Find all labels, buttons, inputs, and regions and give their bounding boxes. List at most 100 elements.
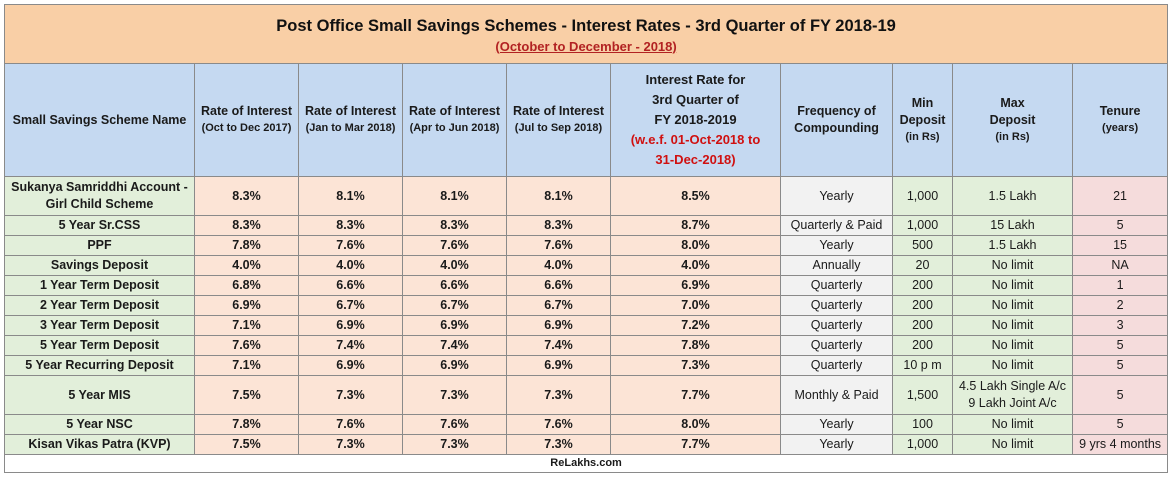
scheme-name-cell: 5 Year Recurring Deposit [4,355,195,376]
frequency-cell: Quarterly [780,295,893,316]
rate-apr-jun-2018-cell: 8.3% [402,215,507,236]
tenure-cell: NA [1071,255,1169,276]
table-row: 1 Year Term Deposit 6.8% 6.6% 6.6% 6.6% 6.9% Q… [4,275,1169,296]
rate-jan-mar-2018-cell: 4.0% [298,255,403,276]
rate-jul-sep-2018-cell: 4.0% [506,255,611,276]
header-rate-jul-sep-2018: Rate of Interest (Jul to Sep 2018) [506,63,611,177]
rate-jul-sep-2018-cell: 7.3% [506,375,611,415]
table-title: Post Office Small Savings Schemes - Inte… [276,16,896,35]
rate-jan-mar-2018-cell: 8.1% [298,176,403,216]
frequency-cell: Yearly [780,176,893,216]
min-deposit-cell: 500 [892,235,953,256]
rate-jul-sep-2018-cell: 7.3% [506,434,611,455]
scheme-name-cell: 1 Year Term Deposit [4,275,195,296]
current-rate-cell: 8.5% [610,176,781,216]
rate-jul-sep-2018-cell: 6.6% [506,275,611,296]
rate-apr-jun-2018-cell: 7.6% [402,414,507,435]
max-deposit-cell: 1.5 Lakh [952,176,1073,216]
rate-jan-mar-2018-cell: 7.3% [298,434,403,455]
rate-jul-sep-2018-cell: 8.3% [506,215,611,236]
frequency-cell: Quarterly & Paid [780,215,893,236]
max-deposit-cell: No limit [952,434,1073,455]
current-rate-cell: 4.0% [610,255,781,276]
scheme-name-cell: 3 Year Term Deposit [4,315,195,336]
frequency-cell: Monthly & Paid [780,375,893,415]
rate-oct-dec-2017-cell: 6.8% [194,275,299,296]
scheme-name-cell: PPF [4,235,195,256]
rate-jan-mar-2018-cell: 7.4% [298,335,403,356]
rate-oct-dec-2017-cell: 7.8% [194,414,299,435]
rate-apr-jun-2018-cell: 6.7% [402,295,507,316]
current-rate-cell: 7.7% [610,434,781,455]
table-row: 5 Year NSC 7.8% 7.6% 7.6% 7.6% 8.0% Yearly 100 N… [4,414,1169,435]
rate-apr-jun-2018-cell: 6.9% [402,355,507,376]
scheme-name-cell: Sukanya Samriddhi Account - Girl Child Sc… [4,176,195,216]
rate-jan-mar-2018-cell: 6.9% [298,315,403,336]
rate-jan-mar-2018-cell: 7.6% [298,235,403,256]
max-deposit-cell: No limit [952,295,1073,316]
rate-jan-mar-2018-cell: 8.3% [298,215,403,236]
frequency-cell: Yearly [780,235,893,256]
tenure-cell: 21 [1071,176,1169,216]
rate-oct-dec-2017-cell: 7.5% [194,434,299,455]
current-rate-cell: 7.8% [610,335,781,356]
rate-apr-jun-2018-cell: 6.6% [402,275,507,296]
table-subtitle: (October to December - 2018) [495,38,677,54]
header-min-deposit: Min Deposit (in Rs) [892,63,953,177]
tenure-cell: 5 [1071,355,1169,376]
table-row: PPF 7.8% 7.6% 7.6% 7.6% 8.0% Yearly 500 1.5 Lakh… [4,235,1169,256]
rate-jul-sep-2018-cell: 7.4% [506,335,611,356]
table-row: Sukanya Samriddhi Account - Girl Child Sc… [4,176,1169,216]
rate-oct-dec-2017-cell: 4.0% [194,255,299,276]
table-row: 3 Year Term Deposit 7.1% 6.9% 6.9% 6.9% 7.2% Q… [4,315,1169,336]
min-deposit-cell: 10 p m [892,355,953,376]
rate-jul-sep-2018-cell: 7.6% [506,235,611,256]
min-deposit-cell: 1,500 [892,375,953,415]
current-rate-cell: 7.0% [610,295,781,316]
header-rate-apr-jun-2018: Rate of Interest (Apr to Jun 2018) [402,63,507,177]
footer-source: ReLakhs.com [3,454,1169,473]
max-deposit-cell: No limit [952,335,1073,356]
frequency-cell: Quarterly [780,275,893,296]
rates-table-container: Post Office Small Savings Schemes - Inte… [3,4,1169,473]
min-deposit-cell: 200 [892,275,953,296]
frequency-cell: Quarterly [780,355,893,376]
max-deposit-cell: 1.5 Lakh [952,235,1073,256]
current-rate-cell: 7.7% [610,375,781,415]
table-title-cell: Post Office Small Savings Schemes - Inte… [3,4,1169,64]
table-row: 5 Year MIS 7.5% 7.3% 7.3% 7.3% 7.7% Monthly & … [4,375,1169,415]
rate-jan-mar-2018-cell: 6.6% [298,275,403,296]
tenure-cell: 5 [1071,335,1169,356]
table-body: Sukanya Samriddhi Account - Girl Child Sc… [4,176,1169,455]
rate-jan-mar-2018-cell: 6.7% [298,295,403,316]
table-row: 5 Year Sr.CSS 8.3% 8.3% 8.3% 8.3% 8.7% Quarter… [4,215,1169,236]
min-deposit-cell: 1,000 [892,215,953,236]
rate-apr-jun-2018-cell: 8.1% [402,176,507,216]
table-row: 2 Year Term Deposit 6.9% 6.7% 6.7% 6.7% 7.0% Q… [4,295,1169,316]
header-frequency: Frequency of Compounding [780,63,893,177]
max-deposit-cell: No limit [952,414,1073,435]
current-rate-cell: 7.3% [610,355,781,376]
min-deposit-cell: 200 [892,295,953,316]
rate-jul-sep-2018-cell: 6.9% [506,355,611,376]
rate-jul-sep-2018-cell: 6.7% [506,295,611,316]
rate-jan-mar-2018-cell: 7.6% [298,414,403,435]
max-deposit-cell: No limit [952,315,1073,336]
rate-oct-dec-2017-cell: 7.1% [194,355,299,376]
current-rate-cell: 8.0% [610,414,781,435]
frequency-cell: Quarterly [780,335,893,356]
max-deposit-cell: 4.5 Lakh Single A/c 9 Lakh Joint A/c [952,375,1073,415]
rate-oct-dec-2017-cell: 8.3% [194,215,299,236]
min-deposit-cell: 20 [892,255,953,276]
tenure-cell: 5 [1071,375,1169,415]
rate-jul-sep-2018-cell: 7.6% [506,414,611,435]
table-row: Kisan Vikas Patra (KVP) 7.5% 7.3% 7.3% 7.3% 7… [4,434,1169,455]
min-deposit-cell: 200 [892,315,953,336]
frequency-cell: Quarterly [780,315,893,336]
rates-table: Post Office Small Savings Schemes - Inte… [3,4,1169,473]
frequency-cell: Annually [780,255,893,276]
rate-oct-dec-2017-cell: 7.8% [194,235,299,256]
rate-apr-jun-2018-cell: 7.3% [402,375,507,415]
rate-jul-sep-2018-cell: 8.1% [506,176,611,216]
max-deposit-cell: 15 Lakh [952,215,1073,236]
